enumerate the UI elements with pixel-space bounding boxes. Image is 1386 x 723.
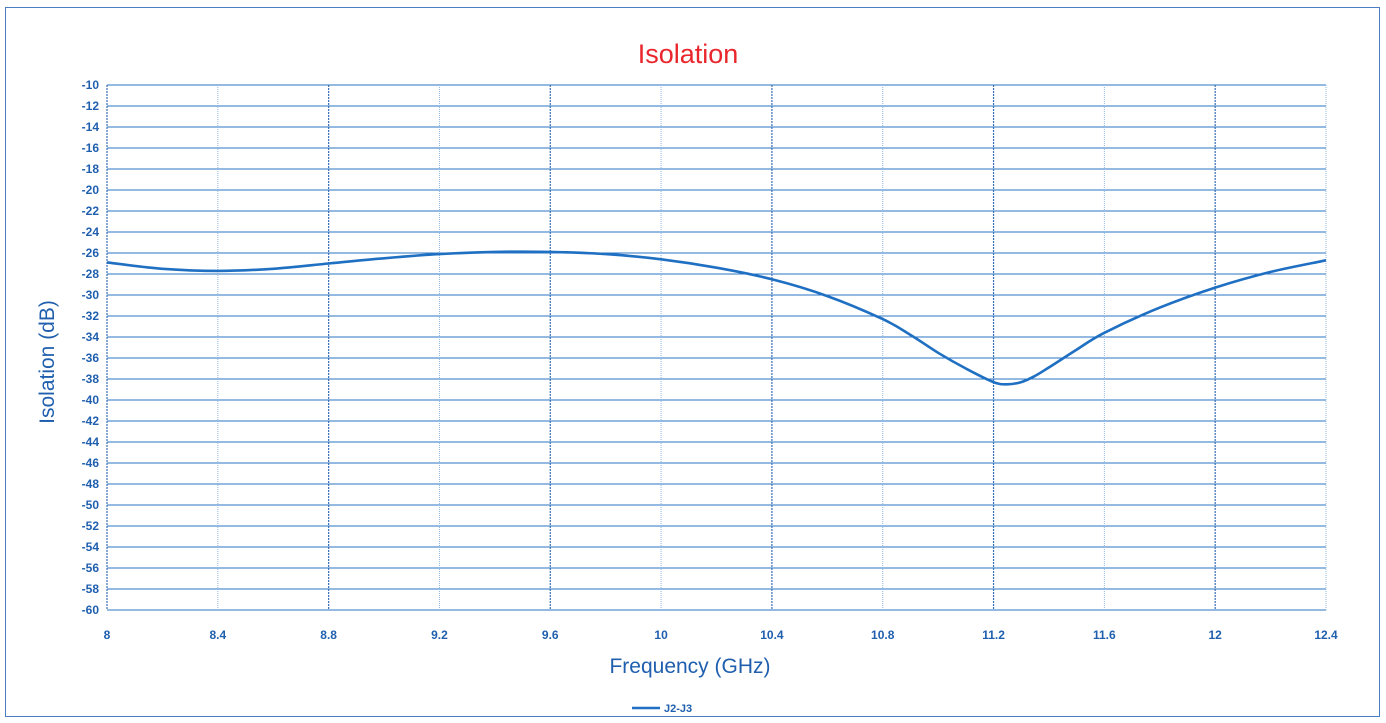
y-tick-label: -52 bbox=[82, 519, 100, 533]
y-tick-label: -38 bbox=[82, 372, 100, 386]
legend-label-j2-j3: J2-J3 bbox=[664, 703, 692, 715]
y-tick-label: -32 bbox=[82, 309, 100, 323]
isolation-chart: Isolation -10 -12 -14 -16 -18 -20 -22 -24 -26 -28… bbox=[36, 39, 1338, 715]
y-tick-label: -46 bbox=[82, 456, 100, 470]
grid-lines bbox=[106, 84, 1327, 611]
x-axis-title: Frequency (GHz) bbox=[609, 655, 770, 678]
x-tick-labels: 8 8.4 8.8 9.2 9.6 10 10.4 10.8 11.2 11.6 12 12.4 bbox=[104, 628, 1338, 642]
x-tick-label: 8 bbox=[104, 628, 111, 642]
x-tick-label: 11.2 bbox=[982, 628, 1005, 642]
y-tick-label: -26 bbox=[82, 246, 100, 260]
y-tick-label: -30 bbox=[82, 288, 100, 302]
y-tick-label: -18 bbox=[82, 162, 100, 176]
y-tick-label: -50 bbox=[82, 498, 100, 512]
y-tick-label: -22 bbox=[82, 204, 100, 218]
y-tick-label: -60 bbox=[82, 603, 100, 617]
y-tick-label: -40 bbox=[82, 393, 100, 407]
series-line-j2-j3 bbox=[106, 250, 1327, 386]
y-tick-labels: -10 -12 -14 -16 -18 -20 -22 -24 -26 -28 -30 -32 -34 -… bbox=[82, 78, 100, 617]
x-tick-label: 11.6 bbox=[1093, 628, 1116, 642]
chart-frame: Isolation -10 -12 -14 -16 -18 -20 -22 -24 -26 -28… bbox=[5, 7, 1380, 717]
x-tick-label: 9.2 bbox=[431, 628, 448, 642]
y-axis-title: Isolation (dB) bbox=[36, 300, 59, 424]
y-tick-label: -48 bbox=[82, 477, 100, 491]
legend: J2-J3 bbox=[632, 703, 692, 715]
y-tick-label: -44 bbox=[82, 435, 100, 449]
y-tick-label: -16 bbox=[82, 141, 100, 155]
y-tick-label: -42 bbox=[82, 414, 100, 428]
y-tick-label: -12 bbox=[82, 99, 100, 113]
y-tick-label: -24 bbox=[82, 225, 100, 239]
x-tick-label: 10 bbox=[654, 628, 668, 642]
y-tick-label: -28 bbox=[82, 267, 100, 281]
x-tick-label: 12.4 bbox=[1314, 628, 1338, 642]
chart-title: Isolation bbox=[638, 39, 739, 69]
y-tick-label: -58 bbox=[82, 582, 100, 596]
x-tick-label: 9.6 bbox=[542, 628, 559, 642]
x-tick-label: 8.8 bbox=[320, 628, 337, 642]
x-tick-label: 8.4 bbox=[209, 628, 226, 642]
series-group bbox=[106, 250, 1327, 386]
y-tick-label: -34 bbox=[82, 330, 100, 344]
y-tick-label: -56 bbox=[82, 561, 100, 575]
y-tick-label: -36 bbox=[82, 351, 100, 365]
y-tick-label: -54 bbox=[82, 540, 100, 554]
x-tick-label: 10.4 bbox=[760, 628, 784, 642]
x-tick-label: 10.8 bbox=[871, 628, 895, 642]
y-tick-label: -14 bbox=[82, 120, 100, 134]
x-tick-label: 12 bbox=[1209, 628, 1223, 642]
y-tick-label: -20 bbox=[82, 183, 100, 197]
y-tick-label: -10 bbox=[82, 78, 100, 92]
